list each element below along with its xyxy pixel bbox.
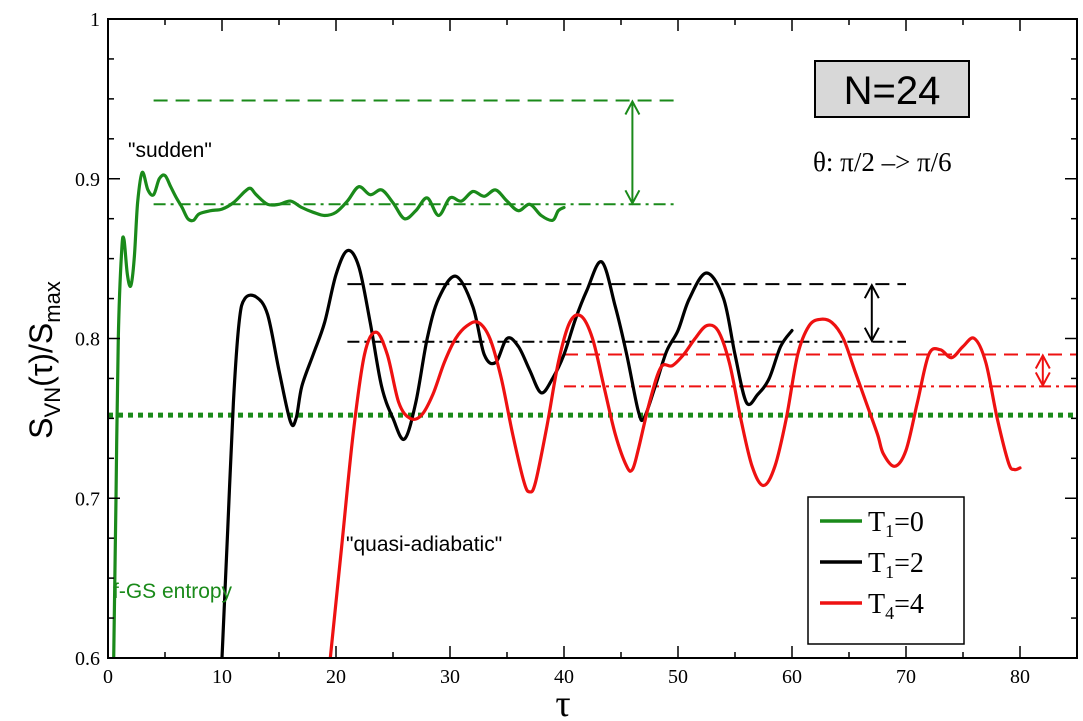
arrow-head-up (1034, 353, 1051, 369)
x-tick-label: 70 (896, 666, 916, 688)
x-tick-label: 60 (782, 666, 802, 688)
x-tick-label: 30 (440, 666, 460, 688)
x-tick-label: 80 (1010, 666, 1030, 688)
arrow-head-up (863, 283, 880, 299)
series-line-2 (220, 248, 794, 658)
x-tick-label: 10 (212, 666, 232, 688)
theta-annotation: θ: π/2 –> π/6 (813, 147, 952, 177)
x-tick-label: 0 (103, 666, 113, 688)
quasi-adiabatic-annotation: "quasi-adiabatic" (346, 533, 502, 556)
y-tick-label: 0.7 (75, 488, 100, 510)
legend-entry-label: T1=2 (868, 548, 924, 582)
arrow-head-down (624, 189, 641, 206)
series-line-1 (112, 170, 566, 658)
arrow-head-down (863, 327, 880, 343)
y-label-sub1: VN (40, 387, 65, 418)
x-tick-label: 50 (668, 666, 688, 688)
arrow-head-up (624, 99, 641, 115)
y-tick-label: 0.6 (75, 648, 100, 670)
legend: T1=0 T1=2 T4=4 (807, 496, 965, 645)
sudden-annotation: "sudden" (128, 139, 212, 162)
y-tick-label: 1 (90, 9, 100, 31)
x-tick-label: 20 (326, 666, 346, 688)
y-axis-label: SVN(τ)/Smax (23, 281, 65, 439)
fgs-entropy-annotation: f-GS entropy (113, 580, 233, 603)
difference-arrows (624, 99, 1051, 388)
reference-lines (108, 99, 1077, 418)
arrow-head-down (1034, 371, 1051, 388)
n-box (814, 60, 970, 118)
legend-entry-label: T1=0 (868, 507, 924, 541)
y-label-main: S (23, 417, 59, 438)
axis-ticks: 0 10 20 30 40 50 60 70 80 0.6 0.7 0.8 0.9 1 (75, 9, 1077, 688)
n-box-label: N=24 (844, 69, 941, 113)
y-label-mid: (τ)/S (23, 323, 59, 387)
series-lines (112, 170, 1022, 658)
legend-entry-label: T4=4 (868, 589, 924, 623)
y-tick-label: 0.9 (75, 169, 100, 191)
series-line-3 (328, 313, 1022, 658)
y-label-sub2: max (40, 281, 65, 323)
y-tick-label: 0.8 (75, 329, 100, 351)
x-axis-label: τ (555, 683, 570, 721)
x-tick-label: 40 (554, 666, 574, 688)
